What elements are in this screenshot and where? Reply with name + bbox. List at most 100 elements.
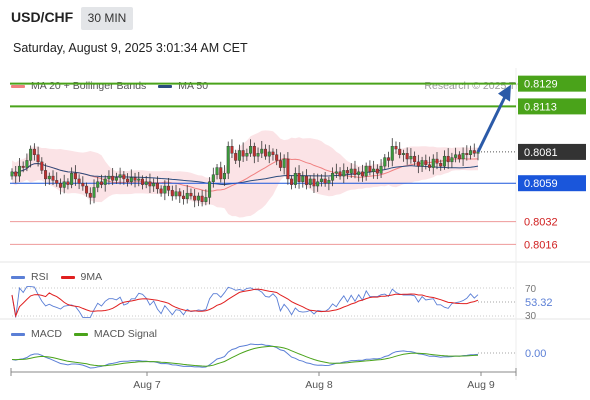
candle [454, 154, 458, 158]
candle [383, 157, 387, 167]
candle [17, 165, 21, 177]
candle [282, 158, 286, 168]
macd-legend: MACD MACD Signal [11, 328, 169, 340]
candle [431, 158, 435, 168]
candle [450, 157, 454, 163]
candle [264, 148, 268, 157]
candle [457, 154, 461, 160]
macd-signal-label: MACD Signal [93, 328, 157, 340]
candle [420, 160, 424, 167]
candle [144, 181, 148, 185]
candle [81, 182, 85, 187]
candle [252, 146, 256, 157]
candle [353, 168, 357, 175]
candle [308, 178, 312, 185]
candle [174, 191, 178, 197]
candle [368, 165, 372, 173]
candle [129, 177, 133, 182]
candle [405, 153, 409, 160]
candle [21, 165, 25, 168]
candle [211, 174, 215, 182]
candle [241, 150, 245, 157]
candle [215, 167, 219, 175]
candle [99, 181, 103, 185]
candle [442, 155, 446, 167]
macd-label: MACD [31, 328, 62, 340]
candle [234, 153, 238, 161]
candle [275, 154, 279, 161]
candle [36, 154, 40, 163]
legend-macd: MACD [11, 328, 62, 340]
level-box-resistance [518, 75, 586, 92]
macd-signal-swatch [73, 332, 88, 336]
candle [249, 146, 253, 154]
rsi-label: RSI [31, 271, 49, 283]
candle [297, 173, 301, 182]
x-tick-label: Aug 8 [305, 379, 333, 391]
rsi-ma-label: 9MA [80, 271, 103, 283]
candle [237, 150, 241, 161]
level-label-pivot: 0.8059 [524, 178, 558, 190]
candle [323, 178, 327, 184]
symbol-title: USD/CHF [11, 9, 74, 25]
candle [29, 148, 33, 161]
candle [55, 180, 59, 184]
candle [32, 148, 36, 155]
candle [181, 195, 185, 200]
candle [111, 175, 115, 181]
rsi-ma-swatch [60, 275, 75, 279]
x-tick-label: Aug 9 [467, 379, 495, 391]
legend-rsi-ma: 9MA [60, 271, 103, 283]
candle [472, 150, 476, 154]
candle [40, 161, 44, 171]
legend-rsi: RSI [11, 271, 49, 283]
candle [461, 153, 465, 160]
candle [133, 177, 137, 181]
candle [379, 165, 383, 174]
candle [301, 175, 305, 182]
candle [73, 173, 77, 180]
rsi-ma-line [11, 288, 479, 318]
candle [256, 153, 260, 157]
candle [58, 182, 62, 188]
candle [465, 153, 469, 155]
candle [96, 181, 100, 188]
candle [446, 155, 450, 163]
candle [387, 157, 391, 161]
candle [137, 178, 141, 181]
candle [394, 146, 398, 150]
timeframe-badge[interactable]: 30 MIN [81, 7, 133, 30]
macd-swatch [11, 332, 25, 336]
candle [372, 168, 376, 173]
macd-last-value: 0.00 [525, 348, 546, 360]
candle [416, 161, 420, 167]
candle [401, 153, 405, 155]
candle [226, 146, 230, 174]
candle [375, 168, 379, 174]
candle [428, 164, 432, 168]
candle [85, 185, 89, 194]
candle [14, 171, 18, 177]
ma50-swatch [158, 84, 173, 88]
candle [10, 171, 14, 177]
candle [107, 175, 111, 180]
x-tick-label: Aug 7 [133, 379, 161, 391]
candle [170, 190, 174, 197]
candle [148, 181, 152, 187]
candle [357, 171, 361, 175]
level-label-resistance: 0.8129 [524, 79, 558, 91]
candle [193, 195, 197, 201]
candle [469, 150, 473, 155]
rsi-swatch [11, 275, 25, 279]
candle [334, 171, 338, 174]
candle [398, 148, 402, 155]
candle [66, 181, 70, 185]
last-price-label: 0.8081 [524, 147, 558, 159]
candle [114, 177, 118, 181]
candle [159, 188, 163, 194]
ma50-line [11, 162, 479, 186]
candle [25, 160, 29, 168]
last-price-box [518, 143, 586, 160]
level-box-pivot [518, 175, 586, 192]
